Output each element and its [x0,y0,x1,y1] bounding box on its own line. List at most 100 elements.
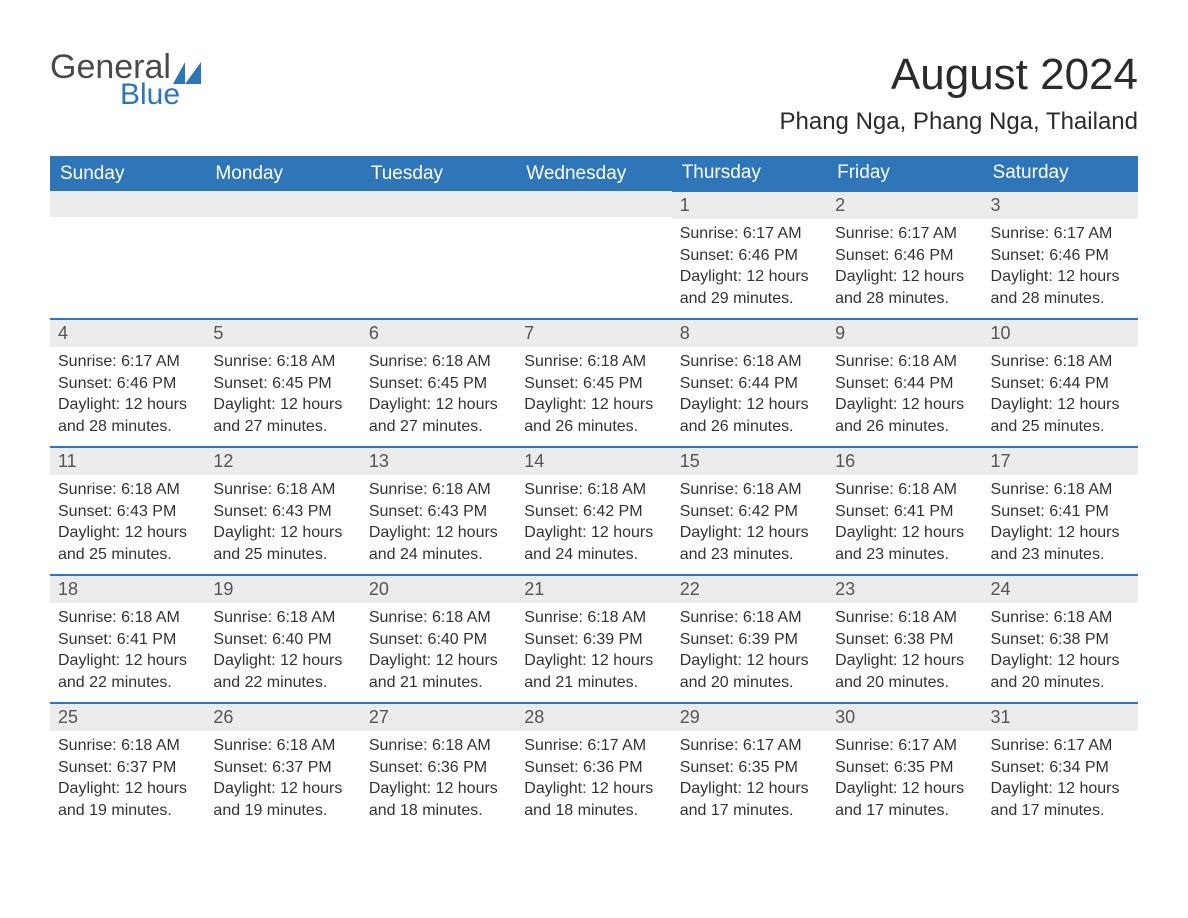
calendar-day-cell: 31Sunrise: 6:17 AMSunset: 6:34 PMDayligh… [983,703,1138,831]
calendar-day-cell: 14Sunrise: 6:18 AMSunset: 6:42 PMDayligh… [516,447,671,575]
sunrise-line: Sunrise: 6:18 AM [991,351,1130,373]
sunset-line: Sunset: 6:36 PM [524,757,663,779]
day-details: Sunrise: 6:18 AMSunset: 6:39 PMDaylight:… [672,603,827,701]
sunrise-line: Sunrise: 6:18 AM [213,351,352,373]
daylight-line: Daylight: 12 hours and 17 minutes. [991,778,1130,821]
day-number: 23 [827,576,982,603]
month-title: August 2024 [780,50,1139,100]
daylight-line: Daylight: 12 hours and 23 minutes. [835,522,974,565]
sunset-line: Sunset: 6:45 PM [524,373,663,395]
calendar-day-cell: 11Sunrise: 6:18 AMSunset: 6:43 PMDayligh… [50,447,205,575]
daylight-line: Daylight: 12 hours and 28 minutes. [991,266,1130,309]
empty-day-header [516,191,671,217]
sunset-line: Sunset: 6:38 PM [991,629,1130,651]
daylight-line: Daylight: 12 hours and 26 minutes. [524,394,663,437]
day-number: 10 [983,320,1138,347]
calendar-body: 1 Sunrise: 6:17 AMSunset: 6:46 PMDaylight… [50,191,1138,831]
day-details: Sunrise: 6:17 AMSunset: 6:35 PMDaylight:… [827,731,982,829]
daylight-line: Daylight: 12 hours and 26 minutes. [835,394,974,437]
sunset-line: Sunset: 6:37 PM [213,757,352,779]
calendar-day-cell: 30Sunrise: 6:17 AMSunset: 6:35 PMDayligh… [827,703,982,831]
day-number: 26 [205,704,360,731]
sunset-line: Sunset: 6:34 PM [991,757,1130,779]
day-number: 8 [672,320,827,347]
sunrise-line: Sunrise: 6:18 AM [369,479,508,501]
daylight-line: Daylight: 12 hours and 19 minutes. [58,778,197,821]
daylight-line: Daylight: 12 hours and 18 minutes. [524,778,663,821]
calendar-week-row: 18Sunrise: 6:18 AMSunset: 6:41 PMDayligh… [50,575,1138,703]
calendar-day-cell: 8Sunrise: 6:18 AMSunset: 6:44 PMDaylight… [672,319,827,447]
day-details: Sunrise: 6:18 AMSunset: 6:37 PMDaylight:… [50,731,205,829]
day-number: 11 [50,448,205,475]
sunrise-line: Sunrise: 6:18 AM [58,607,197,629]
weekday-header: Tuesday [361,156,516,191]
calendar-empty-cell [205,191,360,319]
day-details: Sunrise: 6:17 AMSunset: 6:46 PMDaylight:… [983,219,1138,317]
day-details: Sunrise: 6:18 AMSunset: 6:43 PMDaylight:… [361,475,516,573]
day-number: 3 [983,192,1138,219]
day-details: Sunrise: 6:18 AMSunset: 6:40 PMDaylight:… [361,603,516,701]
calendar-day-cell: 15Sunrise: 6:18 AMSunset: 6:42 PMDayligh… [672,447,827,575]
sunset-line: Sunset: 6:44 PM [991,373,1130,395]
sunrise-line: Sunrise: 6:18 AM [835,351,974,373]
daylight-line: Daylight: 12 hours and 27 minutes. [369,394,508,437]
sunset-line: Sunset: 6:44 PM [835,373,974,395]
empty-day-header [361,191,516,217]
day-number: 31 [983,704,1138,731]
sunset-line: Sunset: 6:44 PM [680,373,819,395]
sunset-line: Sunset: 6:40 PM [369,629,508,651]
daylight-line: Daylight: 12 hours and 22 minutes. [213,650,352,693]
sunset-line: Sunset: 6:43 PM [213,501,352,523]
calendar-week-row: 25Sunrise: 6:18 AMSunset: 6:37 PMDayligh… [50,703,1138,831]
day-number: 27 [361,704,516,731]
calendar-day-cell: 16Sunrise: 6:18 AMSunset: 6:41 PMDayligh… [827,447,982,575]
day-details: Sunrise: 6:17 AMSunset: 6:36 PMDaylight:… [516,731,671,829]
sunrise-line: Sunrise: 6:18 AM [369,607,508,629]
weekday-row: SundayMondayTuesdayWednesdayThursdayFrid… [50,156,1138,191]
day-details: Sunrise: 6:18 AMSunset: 6:41 PMDaylight:… [50,603,205,701]
sunrise-line: Sunrise: 6:18 AM [835,607,974,629]
daylight-line: Daylight: 12 hours and 25 minutes. [213,522,352,565]
sunrise-line: Sunrise: 6:17 AM [835,735,974,757]
daylight-line: Daylight: 12 hours and 20 minutes. [680,650,819,693]
sunset-line: Sunset: 6:45 PM [213,373,352,395]
calendar-empty-cell [50,191,205,319]
sunrise-line: Sunrise: 6:18 AM [369,735,508,757]
sunset-line: Sunset: 6:37 PM [58,757,197,779]
day-number: 30 [827,704,982,731]
sunrise-line: Sunrise: 6:18 AM [524,607,663,629]
day-details: Sunrise: 6:18 AMSunset: 6:38 PMDaylight:… [827,603,982,701]
day-details: Sunrise: 6:18 AMSunset: 6:41 PMDaylight:… [983,475,1138,573]
day-details: Sunrise: 6:18 AMSunset: 6:40 PMDaylight:… [205,603,360,701]
day-details: Sunrise: 6:18 AMSunset: 6:43 PMDaylight:… [205,475,360,573]
day-number: 17 [983,448,1138,475]
calendar-day-cell: 21Sunrise: 6:18 AMSunset: 6:39 PMDayligh… [516,575,671,703]
day-number: 1 [672,192,827,219]
sunrise-line: Sunrise: 6:18 AM [991,479,1130,501]
logo: General Blue [50,50,201,110]
day-details: Sunrise: 6:18 AMSunset: 6:39 PMDaylight:… [516,603,671,701]
calendar-head: SundayMondayTuesdayWednesdayThursdayFrid… [50,156,1138,191]
day-details: Sunrise: 6:18 AMSunset: 6:45 PMDaylight:… [205,347,360,445]
day-details: Sunrise: 6:18 AMSunset: 6:42 PMDaylight:… [672,475,827,573]
daylight-line: Daylight: 12 hours and 25 minutes. [58,522,197,565]
day-details: Sunrise: 6:18 AMSunset: 6:45 PMDaylight:… [516,347,671,445]
day-number: 20 [361,576,516,603]
calendar-day-cell: 3Sunrise: 6:17 AMSunset: 6:46 PMDaylight… [983,191,1138,319]
sunset-line: Sunset: 6:41 PM [835,501,974,523]
day-number: 9 [827,320,982,347]
daylight-line: Daylight: 12 hours and 22 minutes. [58,650,197,693]
sunrise-line: Sunrise: 6:18 AM [369,351,508,373]
calendar-day-cell: 27Sunrise: 6:18 AMSunset: 6:36 PMDayligh… [361,703,516,831]
empty-day-header [205,191,360,217]
day-number: 14 [516,448,671,475]
daylight-line: Daylight: 12 hours and 27 minutes. [213,394,352,437]
calendar-day-cell: 1Sunrise: 6:17 AMSunset: 6:46 PMDaylight… [672,191,827,319]
calendar-day-cell: 23Sunrise: 6:18 AMSunset: 6:38 PMDayligh… [827,575,982,703]
day-number: 5 [205,320,360,347]
daylight-line: Daylight: 12 hours and 18 minutes. [369,778,508,821]
calendar-day-cell: 5Sunrise: 6:18 AMSunset: 6:45 PMDaylight… [205,319,360,447]
daylight-line: Daylight: 12 hours and 19 minutes. [213,778,352,821]
calendar-day-cell: 10Sunrise: 6:18 AMSunset: 6:44 PMDayligh… [983,319,1138,447]
calendar-day-cell: 6Sunrise: 6:18 AMSunset: 6:45 PMDaylight… [361,319,516,447]
